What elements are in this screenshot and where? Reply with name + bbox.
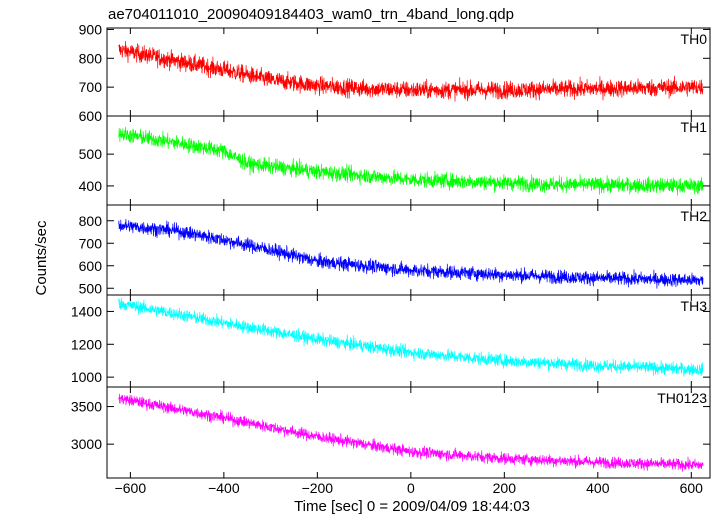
x-tick-label: 0 — [407, 480, 415, 496]
series-line-th1 — [118, 126, 704, 196]
x-tick-label: 600 — [680, 480, 704, 496]
panel-th3: 1000 1200 1400 TH3 — [71, 294, 711, 388]
y-tick-label: 600 — [79, 258, 103, 274]
y-axis-label: Counts/sec — [33, 220, 50, 296]
series-line-th3 — [118, 297, 704, 377]
panels-group: 600 700 800 900 TH0 400 500 TH1 500 600 700 800 TH2 1… — [71, 21, 711, 479]
panel-label: TH0123 — [657, 390, 707, 406]
y-tick-label: 800 — [79, 213, 103, 229]
y-tick-label: 900 — [79, 21, 103, 37]
panel-th2: 500 600 700 800 TH2 — [79, 204, 711, 296]
y-tick-label: 400 — [79, 178, 103, 194]
y-tick-label: 500 — [79, 146, 103, 162]
panel-frame — [106, 204, 711, 296]
x-tick-label: −400 — [208, 480, 240, 496]
y-tick-label: 3000 — [71, 436, 102, 452]
panel-label: TH3 — [681, 298, 708, 314]
y-tick-label: 700 — [79, 235, 103, 251]
y-tick-label: 700 — [79, 79, 103, 95]
panel-frame — [106, 294, 711, 388]
panel-th1: 400 500 TH1 — [79, 115, 711, 206]
x-tick-label: 400 — [586, 480, 610, 496]
y-tick-label: 500 — [79, 280, 103, 296]
y-tick-label: 1200 — [71, 336, 102, 352]
series-line-th0123 — [118, 393, 704, 472]
panel-th0: 600 700 800 900 TH0 — [79, 21, 711, 124]
panel-label: TH2 — [681, 208, 708, 224]
panel-frame — [106, 27, 711, 117]
chart-title: ae704011010_20090409184403_wam0_trn_4ban… — [108, 6, 514, 23]
x-tick-label: 200 — [493, 480, 517, 496]
y-tick-label: 800 — [79, 50, 103, 66]
x-tick-label: −600 — [115, 480, 147, 496]
panel-frame — [106, 115, 711, 206]
series-line-th0 — [118, 40, 704, 102]
panel-frame — [106, 386, 711, 479]
x-axis: −600 −400 −200 0 200 400 600 — [115, 480, 704, 496]
panel-label: TH0 — [681, 31, 708, 47]
y-tick-label: 1400 — [71, 303, 102, 319]
y-tick-label: 600 — [79, 108, 103, 124]
panel-th0123: 3000 3500 TH0123 — [71, 386, 711, 479]
panel-label: TH1 — [681, 119, 708, 135]
y-tick-label: 1000 — [71, 369, 102, 385]
y-tick-label: 3500 — [71, 399, 102, 415]
x-tick-label: −200 — [302, 480, 334, 496]
x-axis-label: Time [sec] 0 = 2009/04/09 18:44:03 — [294, 498, 530, 515]
series-line-th2 — [118, 218, 704, 289]
